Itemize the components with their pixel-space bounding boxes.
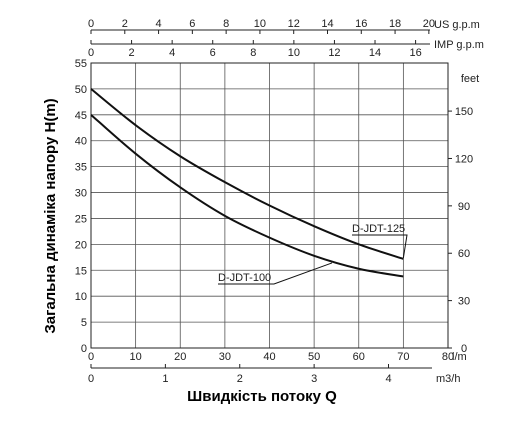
- us-gpm-tick-label: 4: [156, 18, 162, 30]
- y-tick-label: 25: [75, 213, 87, 225]
- m3h-tick-label: 2: [237, 373, 243, 385]
- x-tick-label: 0: [88, 351, 94, 363]
- m3h-tick-label: 4: [385, 373, 391, 385]
- series-label-d-jdt-100: D-JDT-100: [218, 272, 271, 284]
- y-tick-label: 20: [75, 239, 87, 251]
- y-tick-label: 15: [75, 265, 87, 277]
- imp-gpm-tick-label: 8: [250, 47, 256, 59]
- series-line-d-jdt-100: [90, 114, 404, 278]
- feet-tick-label: 120: [455, 153, 473, 165]
- x-tick-label: 60: [353, 351, 365, 363]
- y-tick-label: 30: [75, 188, 87, 200]
- y-tick-label: 55: [75, 58, 87, 70]
- m3h-tick-label: 1: [162, 373, 168, 385]
- imp-gpm-tick-label: 0: [88, 47, 94, 59]
- series-labels: D-JDT-125 D-JDT-100: [218, 223, 408, 285]
- y-tick-label: 0: [81, 343, 87, 355]
- us-gpm-tick-label: 10: [254, 18, 266, 30]
- y-tick-label: 45: [75, 110, 87, 122]
- imp-gpm-tick-label: 10: [288, 47, 300, 59]
- imp-gpm-tick-label: 4: [169, 47, 175, 59]
- series-line-d-jdt-125: [90, 88, 404, 260]
- us-gpm-tick-label: 14: [321, 18, 333, 30]
- feet-tick-label: 0: [461, 343, 467, 355]
- us-gpm-tick-label: 8: [223, 18, 229, 30]
- us-gpm-tick-label: 18: [389, 18, 401, 30]
- x-unit-label: l/m: [452, 351, 467, 363]
- series-leader-d-jdt-125: [352, 234, 408, 258]
- grid: [91, 63, 448, 348]
- feet-unit-label: feet: [461, 73, 479, 85]
- y-tick-label: 5: [81, 317, 87, 329]
- series: [90, 88, 404, 278]
- y-tick-label: 40: [75, 136, 87, 148]
- feet-tick-label: 30: [458, 296, 470, 308]
- x-tick-label: 40: [263, 351, 275, 363]
- y-tick-label: 35: [75, 162, 87, 174]
- x-tick-label: 10: [130, 351, 142, 363]
- x-tick-label: 20: [174, 351, 186, 363]
- imp-gpm-tick-label: 6: [210, 47, 216, 59]
- m3h-unit-label: m3/h: [436, 373, 460, 385]
- us-gpm-tick-label: 20: [423, 18, 435, 30]
- series-leader-d-jdt-100: [218, 262, 333, 285]
- imp-gpm-unit-label: IMP g.p.m: [434, 39, 484, 51]
- x-tick-label: 50: [308, 351, 320, 363]
- x-tick-label: 30: [219, 351, 231, 363]
- x-tick-label: 80: [442, 351, 454, 363]
- us-gpm-tick-label: 6: [189, 18, 195, 30]
- imp-gpm-tick-label: 12: [328, 47, 340, 59]
- x-tick-label: 70: [397, 351, 409, 363]
- imp-gpm-tick-label: 2: [129, 47, 135, 59]
- us-gpm-tick-label: 12: [288, 18, 300, 30]
- imp-gpm-tick-label: 14: [369, 47, 381, 59]
- imp-gpm-tick-label: 16: [409, 47, 421, 59]
- x-axis-title: Швидкість потоку Q: [187, 388, 337, 405]
- us-gpm-tick-label: 0: [88, 18, 94, 30]
- us-gpm-tick-label: 2: [122, 18, 128, 30]
- m3h-tick-label: 0: [88, 373, 94, 385]
- y-axis-title: Загальна динаміка напору H(m): [42, 98, 59, 333]
- axes: [90, 29, 452, 369]
- m3h-tick-label: 3: [311, 373, 317, 385]
- feet-tick-label: 150: [455, 106, 473, 118]
- feet-tick-label: 90: [458, 201, 470, 213]
- series-label-d-jdt-125: D-JDT-125: [352, 223, 405, 235]
- us-gpm-tick-label: 16: [355, 18, 367, 30]
- y-tick-label: 50: [75, 84, 87, 96]
- y-tick-label: 10: [75, 291, 87, 303]
- feet-tick-label: 60: [458, 248, 470, 260]
- us-gpm-unit-label: US g.p.m: [434, 19, 480, 31]
